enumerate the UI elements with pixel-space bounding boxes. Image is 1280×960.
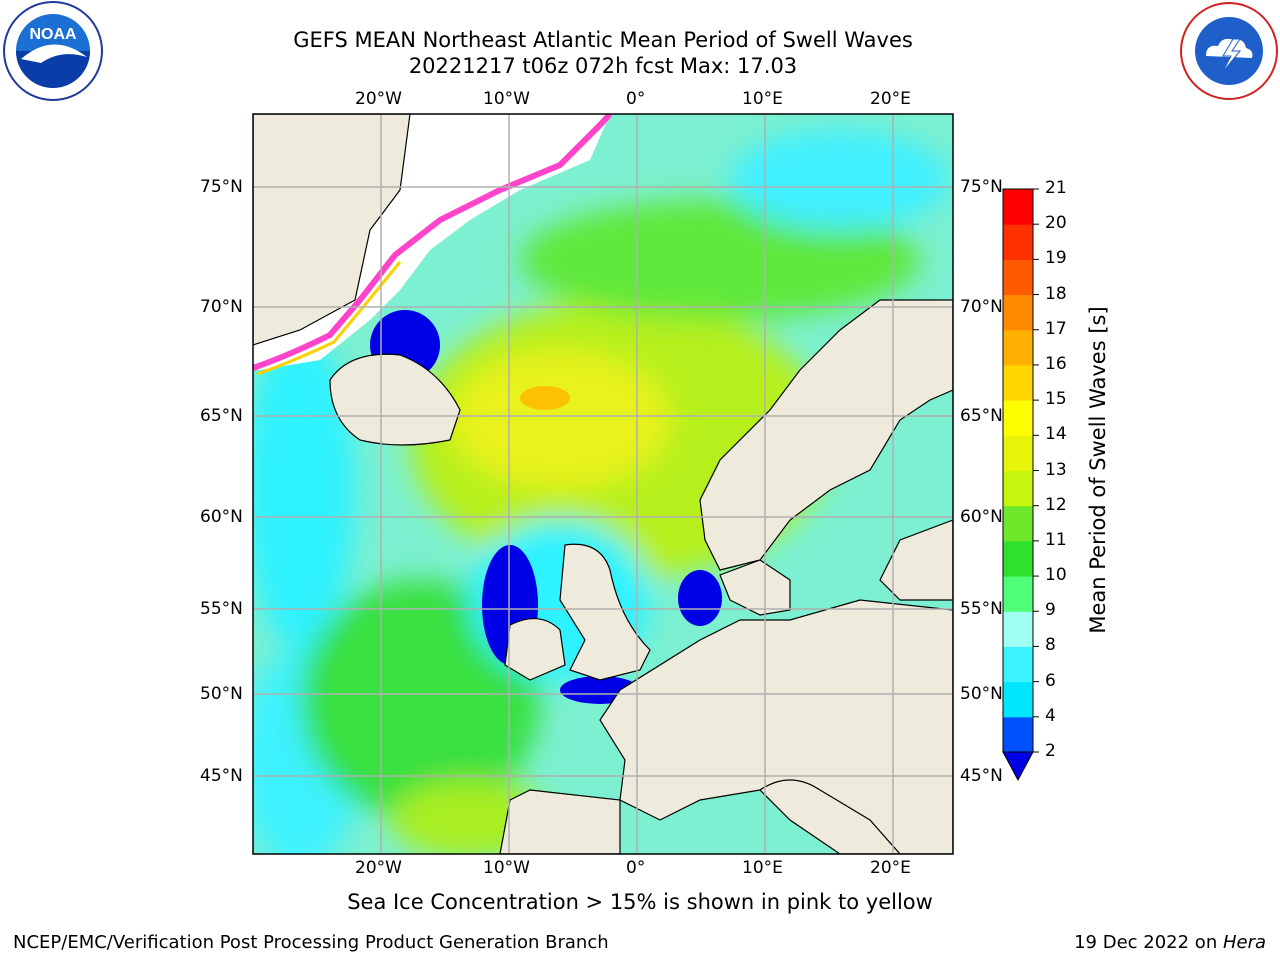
lat-label-right: 70°N [960, 297, 1003, 317]
colorbar-segment [1003, 435, 1033, 471]
colorbar-tick-label: 9 [1045, 600, 1056, 621]
map-frame [252, 113, 954, 855]
lat-label-left: 70°N [200, 297, 243, 317]
colorbar-tick-label: 6 [1045, 670, 1056, 691]
footer-org: NCEP/EMC/Verification Post Processing Pr… [13, 932, 609, 953]
lat-label-right: 75°N [960, 177, 1003, 197]
colorbar-segment [1003, 646, 1033, 683]
colorbar-segment [1003, 329, 1033, 366]
colorbar-segment [1003, 576, 1033, 612]
lat-label-left: 75°N [200, 177, 243, 197]
colorbar-segment [1003, 364, 1033, 401]
colorbar-tick-label: 4 [1045, 705, 1056, 726]
colorbar-segment [1003, 259, 1033, 296]
colorbar-segment [1003, 540, 1033, 577]
footer-machine: Hera [1222, 932, 1266, 953]
colorbar-tick-label: 11 [1045, 529, 1067, 550]
sea-ice-note: Sea Ice Concentration > 15% is shown in … [347, 890, 933, 914]
colorbar-segment [1003, 611, 1033, 647]
colorbar-tick-label: 14 [1045, 424, 1067, 445]
colorbar-segment [1003, 224, 1033, 260]
lat-label-right: 65°N [960, 406, 1003, 426]
colorbar-tick-label: 17 [1045, 318, 1067, 339]
lat-label-right: 60°N [960, 507, 1003, 527]
colorbar-tick-label: 18 [1045, 283, 1067, 304]
lon-label-top: 20°W [355, 89, 402, 109]
lon-label-top: 20°E [870, 89, 911, 109]
land [253, 114, 953, 854]
colorbar-tick-label: 19 [1045, 248, 1067, 269]
lon-label-bottom: 10°W [483, 858, 530, 878]
colorbar-tick-label: 16 [1045, 353, 1067, 374]
lat-label-right: 55°N [960, 599, 1003, 619]
colorbar-tick-label: 15 [1045, 389, 1067, 410]
lat-label-left: 55°N [200, 599, 243, 619]
lon-label-bottom: 0° [626, 858, 646, 878]
lat-label-left: 65°N [200, 406, 243, 426]
colorbar-segment [1003, 294, 1033, 331]
colorbar-tick-label: 12 [1045, 494, 1067, 515]
lat-label-left: 50°N [200, 684, 243, 704]
footer-date: 19 Dec 2022 on Hera [1074, 932, 1266, 953]
colorbar-segment [1003, 470, 1033, 507]
colorbar-extend-arrow [1002, 751, 1034, 782]
colorbar-tick-label: 10 [1045, 565, 1067, 586]
colorbar-tick-label: 13 [1045, 459, 1067, 480]
lon-label-bottom: 10°E [742, 858, 783, 878]
noaa-logo: NOAA [1, 1, 105, 105]
colorbar-segment [1003, 505, 1033, 542]
chart-title: GEFS MEAN Northeast Atlantic Mean Period… [293, 28, 913, 52]
lon-label-bottom: 20°W [355, 858, 402, 878]
map-field [253, 114, 953, 854]
colorbar-tick-label: 20 [1045, 213, 1067, 234]
lon-label-top: 10°E [742, 89, 783, 109]
lon-label-top: 0° [626, 89, 646, 109]
lat-label-left: 45°N [200, 766, 243, 786]
colorbar-segment [1003, 716, 1033, 753]
lat-label-left: 60°N [200, 507, 243, 527]
colorbar-segment [1003, 681, 1033, 718]
colorbar-segment [1003, 400, 1033, 436]
colorbar [1002, 188, 1039, 782]
colorbar-tick-label: 21 [1045, 178, 1067, 198]
lat-label-right: 50°N [960, 684, 1003, 704]
chart-subtitle-forecast: 20221217 t06z 072h fcst Max: 17.03 [408, 54, 798, 78]
national-weather-service-logo [1178, 1, 1280, 105]
svg-text:NOAA: NOAA [29, 26, 77, 43]
colorbar-segment [1003, 189, 1033, 225]
lat-label-right: 45°N [960, 766, 1003, 786]
footer-date-text: 19 Dec 2022 on [1074, 932, 1223, 953]
lon-label-bottom: 20°E [870, 858, 911, 878]
colorbar-tick-label: 8 [1045, 635, 1056, 656]
graticule [253, 114, 953, 854]
colorbar-label: Mean Period of Swell Waves [s] [1086, 306, 1110, 634]
colorbar-tick-label: 2 [1045, 741, 1056, 761]
lon-label-top: 10°W [483, 89, 530, 109]
